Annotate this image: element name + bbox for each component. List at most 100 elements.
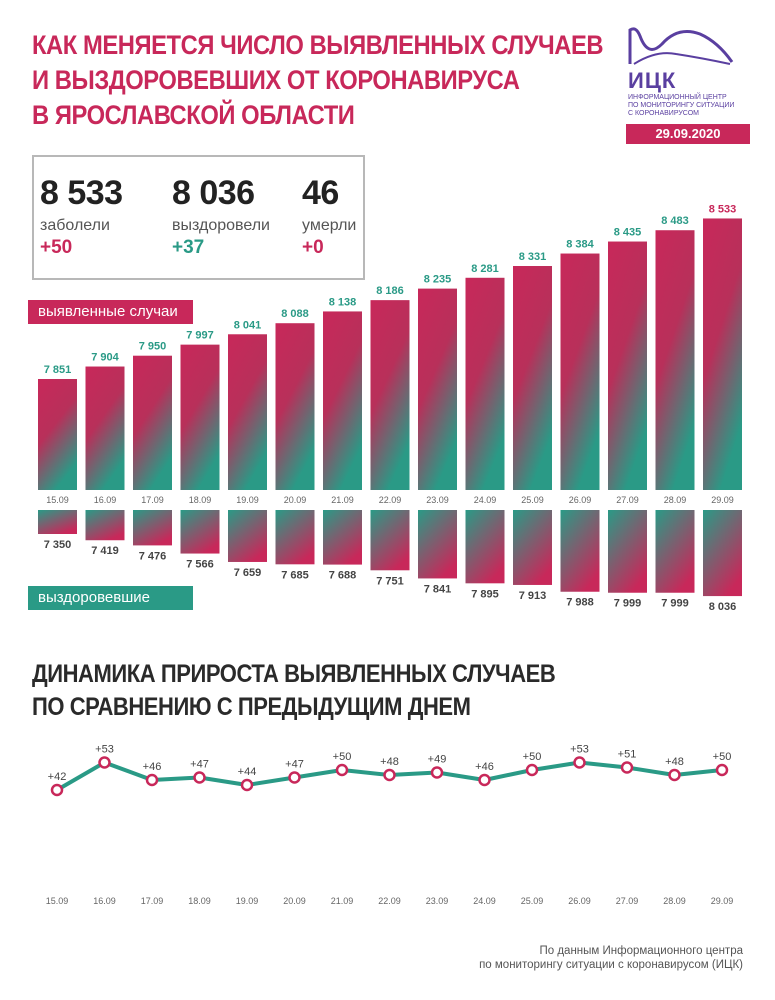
growth-date-label: 19.09 [236, 896, 259, 906]
growth-value-label: +50 [523, 751, 542, 763]
stat-infected: 8 533 заболели +50 [40, 175, 123, 259]
growth-value-label: +46 [475, 761, 494, 773]
recovered-bar [38, 510, 77, 534]
case-value-label: 7 997 [186, 330, 214, 342]
date-tick-label: 22.09 [379, 495, 402, 505]
growth-point [525, 763, 539, 777]
case-bar [703, 218, 742, 490]
growth-date-label: 29.09 [711, 896, 734, 906]
date-badge: 29.09.2020 [626, 124, 750, 144]
case-value-label: 7 950 [139, 341, 167, 353]
case-value-label: 8 235 [424, 274, 452, 286]
title-line-2: И ВЫЗДОРОВЕВШИХ ОТ КОРОНАВИРУСА [32, 65, 520, 95]
date-tick-label: 25.09 [521, 495, 544, 505]
case-bar [418, 288, 457, 490]
date-tick-label: 19.09 [236, 495, 259, 505]
source-note: По данным Информационного центра по мони… [479, 944, 743, 972]
recovered-bar [180, 510, 220, 554]
case-bar [370, 300, 410, 490]
growth-value-label: +42 [48, 771, 67, 783]
growth-value-label: +47 [285, 759, 304, 771]
recovered-label: выздоровели [172, 217, 270, 234]
legend-recovered: выздоровевшие [28, 586, 193, 610]
growth-point [240, 778, 254, 792]
case-value-label: 8 186 [376, 285, 404, 297]
date-tick-label: 18.09 [189, 495, 212, 505]
infected-value: 8 533 [40, 174, 123, 212]
growth-value-label: +44 [238, 766, 257, 778]
recovered-value-label: 7 659 [234, 567, 262, 579]
died-label: умерли [302, 217, 357, 234]
case-bar [560, 253, 600, 490]
growth-value-label: +48 [665, 756, 684, 768]
date-tick-label: 15.09 [46, 495, 69, 505]
date-tick-label: 24.09 [474, 495, 497, 505]
growth-point [383, 768, 396, 782]
source-line-2: по мониторингу ситуации с коронавирусом … [479, 959, 743, 971]
recovered-value-label: 7 988 [566, 597, 594, 609]
logo-wave-icon [628, 27, 734, 65]
case-value-label: 7 851 [44, 364, 72, 376]
case-value-label: 8 435 [614, 227, 642, 239]
case-value-label: 8 088 [281, 308, 309, 320]
recovered-value-label: 7 895 [471, 588, 499, 600]
recovered-value-label: 7 350 [44, 539, 72, 551]
date-tick-label: 29.09 [711, 495, 734, 505]
case-value-label: 8 138 [329, 296, 357, 308]
recovered-value-label: 7 999 [661, 598, 689, 610]
growth-date-label: 28.09 [663, 896, 686, 906]
page-title: КАК МЕНЯЕТСЯ ЧИСЛО ВЫЯВЛЕННЫХ СЛУЧАЕВ И … [32, 28, 604, 133]
recovered-value-label: 7 419 [91, 545, 119, 557]
died-value: 46 [302, 174, 339, 212]
recovered-value-label: 7 999 [614, 598, 642, 610]
recovered-bar [608, 510, 647, 593]
case-bar [608, 241, 647, 490]
recovered-bar [133, 510, 172, 546]
logo-sub-line-3: С КОРОНАВИРУСОМ [628, 110, 699, 117]
recovered-bar [323, 510, 362, 565]
growth-point [573, 756, 586, 769]
recovered-bar [655, 510, 695, 593]
recovered-bar [418, 510, 457, 579]
recovered-bar [228, 510, 267, 562]
growth-value-label: +50 [333, 751, 352, 763]
growth-point [50, 783, 64, 797]
growth-date-label: 17.09 [141, 896, 164, 906]
legend-cases: выявленные случаи [28, 300, 193, 324]
infected-delta: +50 [40, 237, 73, 258]
recovered-value-label: 7 476 [139, 550, 167, 562]
growth-point [145, 773, 159, 787]
stats-panel: 8 533 заболели +50 8 036 выздоровели +37… [32, 155, 365, 280]
growth-date-label: 23.09 [426, 896, 449, 906]
case-value-label: 8 483 [661, 215, 689, 227]
growth-value-label: +49 [428, 754, 447, 766]
recovered-value-label: 7 751 [376, 575, 404, 587]
case-value-label: 8 384 [566, 239, 594, 251]
dynamics-title-line-2: ПО СРАВНЕНИЮ С ПРЕДЫДУЩИМ ДНЕМ [32, 693, 471, 721]
growth-value-label: +46 [143, 761, 162, 773]
logo-subtitle: ИНФОРМАЦИОННЫЙ ЦЕНТР ПО МОНИТОРИНГУ СИТУ… [628, 94, 748, 118]
title-line-1: КАК МЕНЯЕТСЯ ЧИСЛО ВЫЯВЛЕННЫХ СЛУЧАЕВ [32, 30, 604, 60]
case-bar [513, 266, 552, 490]
title-line-3: В ЯРОСЛАВСКОЙ ОБЛАСТИ [32, 100, 355, 130]
dynamics-title: ДИНАМИКА ПРИРОСТА ВЫЯВЛЕННЫХ СЛУЧАЕВ ПО … [32, 658, 556, 724]
recovered-bar [370, 510, 410, 571]
recovered-bar [513, 510, 552, 585]
growth-point [193, 771, 206, 784]
case-bar [655, 230, 695, 490]
dynamics-title-line-1: ДИНАМИКА ПРИРОСТА ВЫЯВЛЕННЫХ СЛУЧАЕВ [32, 660, 556, 688]
growth-point [98, 756, 111, 769]
case-value-label: 8 041 [234, 319, 262, 331]
growth-point [430, 766, 444, 779]
case-bar [323, 311, 362, 490]
case-value-label: 7 904 [91, 352, 119, 364]
growth-point [668, 768, 681, 782]
date-tick-label: 21.09 [331, 495, 354, 505]
growth-value-label: +47 [190, 759, 209, 771]
case-value-label: 8 281 [471, 263, 499, 275]
date-tick-label: 27.09 [616, 495, 639, 505]
recovered-bar [465, 510, 505, 584]
date-tick-label: 28.09 [664, 495, 687, 505]
recovered-bar [703, 510, 742, 597]
growth-date-label: 18.09 [188, 896, 211, 906]
